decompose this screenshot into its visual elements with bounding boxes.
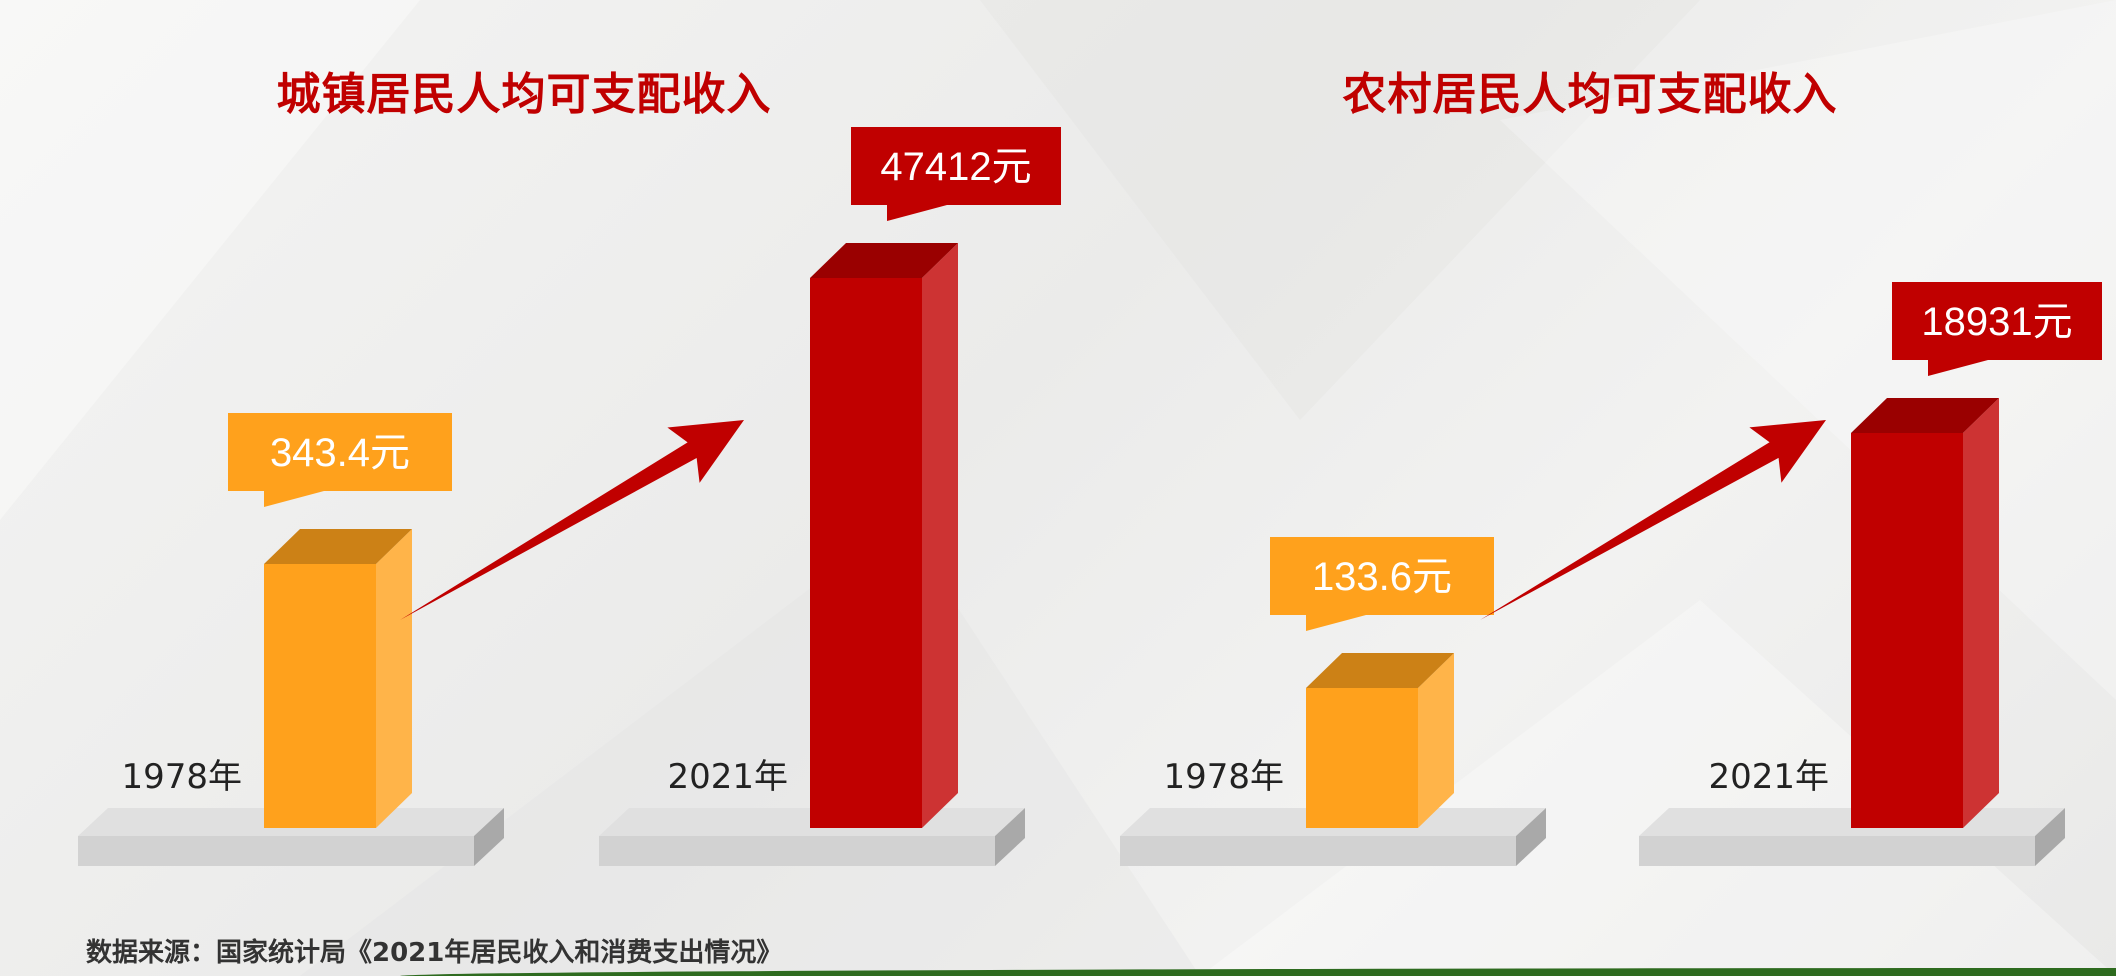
platform-side [474, 808, 504, 866]
urban-chart-title: 城镇居民人均可支配收入 [276, 69, 772, 120]
value-callout-box [851, 127, 1061, 205]
bar-front [1851, 433, 1963, 828]
bar-side [376, 529, 412, 828]
value-callout-tail [264, 491, 324, 507]
value-callout-box [1270, 537, 1494, 615]
bar-side [922, 243, 958, 828]
value-callout-tail [1928, 360, 1988, 376]
platform-side [1516, 808, 1546, 866]
bar-front [810, 278, 922, 828]
value-label: 133.6元 [1312, 555, 1452, 599]
footer-accent-line [400, 968, 2116, 976]
bar-front [1306, 688, 1418, 828]
platform-front [1639, 836, 2035, 866]
bar-top [264, 529, 412, 564]
value-label: 343.4元 [270, 431, 410, 475]
value-callout-box [1892, 282, 2102, 360]
bar-front [264, 564, 376, 828]
platform-front [599, 836, 995, 866]
category-label: 2021年 [667, 757, 788, 797]
value-label: 18931元 [1921, 300, 2072, 344]
platform-side [995, 808, 1025, 866]
growth-arrow [1480, 420, 1826, 620]
platform-front [1120, 836, 1516, 866]
category-label: 2021年 [1708, 757, 1829, 797]
category-label: 1978年 [1163, 757, 1284, 797]
value-callout-box [228, 413, 452, 491]
bar-side [1963, 398, 1999, 828]
bar-top [1306, 653, 1454, 688]
chart-panel: 1978年 343.4元 2021年 47412元 [78, 127, 1061, 866]
bar-top [1851, 398, 1999, 433]
platform-front [78, 836, 474, 866]
bar-top [810, 243, 958, 278]
growth-arrow-shape [1480, 420, 1826, 620]
platform-side [2035, 808, 2065, 866]
rural-chart-title: 农村居民人均可支配收入 [1342, 69, 1838, 120]
chart-panel: 1978年 133.6元 2021年 18931元 [1120, 282, 2102, 866]
value-callout-tail [1306, 615, 1366, 631]
category-label: 1978年 [121, 757, 242, 797]
bar-side [1418, 653, 1454, 828]
value-label: 47412元 [880, 145, 1031, 189]
growth-arrow-shape [400, 420, 744, 620]
data-source-note: 数据来源：国家统计局《2021年居民收入和消费支出情况》 [86, 938, 783, 968]
growth-arrow [400, 420, 744, 620]
value-callout-tail [887, 205, 947, 221]
